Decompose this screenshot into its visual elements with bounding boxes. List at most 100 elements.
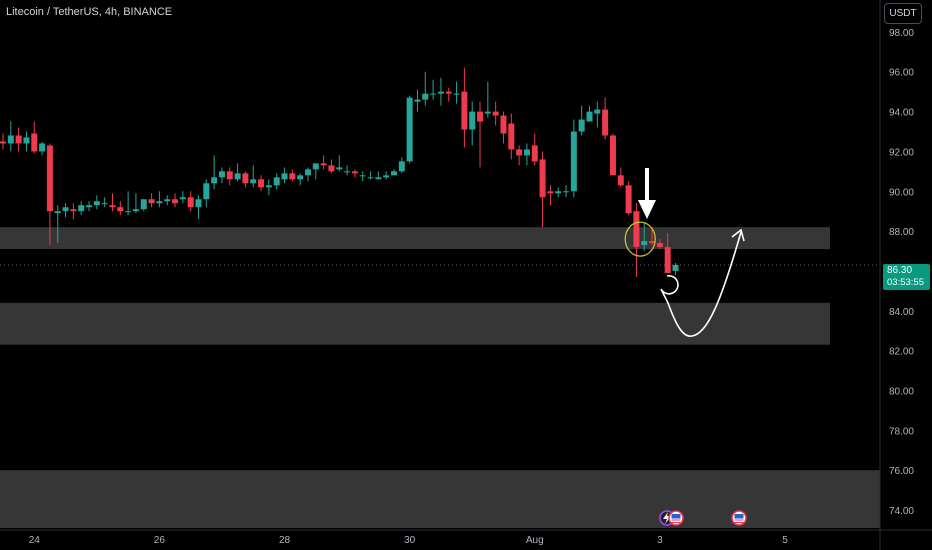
y-tick-label: 94.00 <box>889 108 914 119</box>
candle-body <box>563 191 570 193</box>
candle <box>367 171 374 180</box>
y-tick-label: 76.00 <box>889 466 914 477</box>
candle-body <box>492 111 499 116</box>
candle <box>23 131 30 152</box>
candle-body <box>523 149 530 156</box>
candle <box>289 169 296 182</box>
candle <box>594 101 601 128</box>
candle-body <box>148 199 155 204</box>
candle <box>453 81 460 104</box>
candle <box>359 171 366 182</box>
chart-title: Litecoin / TetherUS, 4h, BINANCE <box>6 6 173 18</box>
candle <box>172 193 179 208</box>
candle-body <box>23 137 30 144</box>
candle <box>492 101 499 126</box>
candle <box>547 185 554 206</box>
candle <box>461 67 468 148</box>
candle <box>78 201 85 216</box>
candle <box>578 105 585 136</box>
bar-countdown: 03:53:55 <box>887 277 924 288</box>
y-tick-label: 78.00 <box>889 426 914 437</box>
candle-body <box>367 177 374 179</box>
candle-body <box>422 93 429 100</box>
candle <box>437 77 444 106</box>
y-tick-label: 74.00 <box>889 506 914 517</box>
candle-body <box>15 135 22 144</box>
candle <box>633 203 640 277</box>
candle-body <box>218 171 225 178</box>
candle <box>672 263 679 275</box>
candle <box>304 167 311 182</box>
candle-body <box>500 115 507 134</box>
candle-body <box>477 111 484 122</box>
candle-body <box>187 197 194 208</box>
candle-body <box>531 145 538 162</box>
candle-body <box>484 111 491 114</box>
candle <box>469 101 476 146</box>
candle-body <box>336 167 343 170</box>
x-tick-label: 5 <box>782 535 788 546</box>
candle <box>101 197 108 208</box>
candle <box>539 151 546 228</box>
candle-body <box>101 203 108 205</box>
candle-body <box>391 171 397 176</box>
zone-rect-2 <box>0 302 830 345</box>
candle <box>414 89 421 112</box>
candle-body <box>117 207 124 212</box>
candle <box>148 193 155 208</box>
candle-body <box>304 169 311 176</box>
candle <box>641 223 648 252</box>
last-price-value: 86.30 <box>887 265 913 276</box>
candle <box>570 119 577 198</box>
candle-body <box>586 111 593 122</box>
candle <box>242 171 249 188</box>
candle-body <box>672 265 679 271</box>
candle <box>218 167 225 184</box>
candle-body <box>46 145 53 212</box>
candle <box>273 173 280 190</box>
candle <box>656 239 663 250</box>
currency-button[interactable]: USDT <box>884 3 922 24</box>
y-tick-label: 84.00 <box>889 307 914 318</box>
candle <box>422 71 429 106</box>
candle <box>484 81 491 118</box>
candle-body <box>649 241 656 244</box>
candle-body <box>398 161 405 172</box>
candle-body <box>250 179 257 184</box>
candle-body <box>31 133 38 152</box>
candle <box>31 121 38 154</box>
candle <box>86 201 93 212</box>
candle-body <box>93 201 100 206</box>
candle-body <box>633 211 640 248</box>
candle-body <box>359 175 366 177</box>
event-icon-flag-canton <box>671 514 681 519</box>
candle <box>664 233 671 273</box>
candle <box>62 203 69 218</box>
candle-body <box>54 211 61 214</box>
candle <box>54 205 61 244</box>
candle <box>179 191 186 204</box>
candle-body <box>617 175 624 186</box>
candle <box>531 133 538 166</box>
candle-body <box>555 191 562 194</box>
candle-body <box>265 185 272 188</box>
candle-body <box>414 99 421 102</box>
y-tick-label: 96.00 <box>889 68 914 79</box>
candle-body <box>62 207 69 212</box>
candle <box>320 155 327 170</box>
candle-body <box>273 177 280 186</box>
candle-body <box>516 149 523 156</box>
candle-body <box>289 173 296 180</box>
candle-body <box>164 199 171 202</box>
candle-body <box>39 143 46 152</box>
candle-body <box>86 205 93 208</box>
y-tick-label: 98.00 <box>889 28 914 39</box>
y-tick-label: 92.00 <box>889 147 914 158</box>
candle-body <box>195 199 202 208</box>
candle <box>211 155 218 190</box>
candle-body <box>344 171 351 173</box>
candle <box>625 181 632 216</box>
candle <box>93 195 100 210</box>
